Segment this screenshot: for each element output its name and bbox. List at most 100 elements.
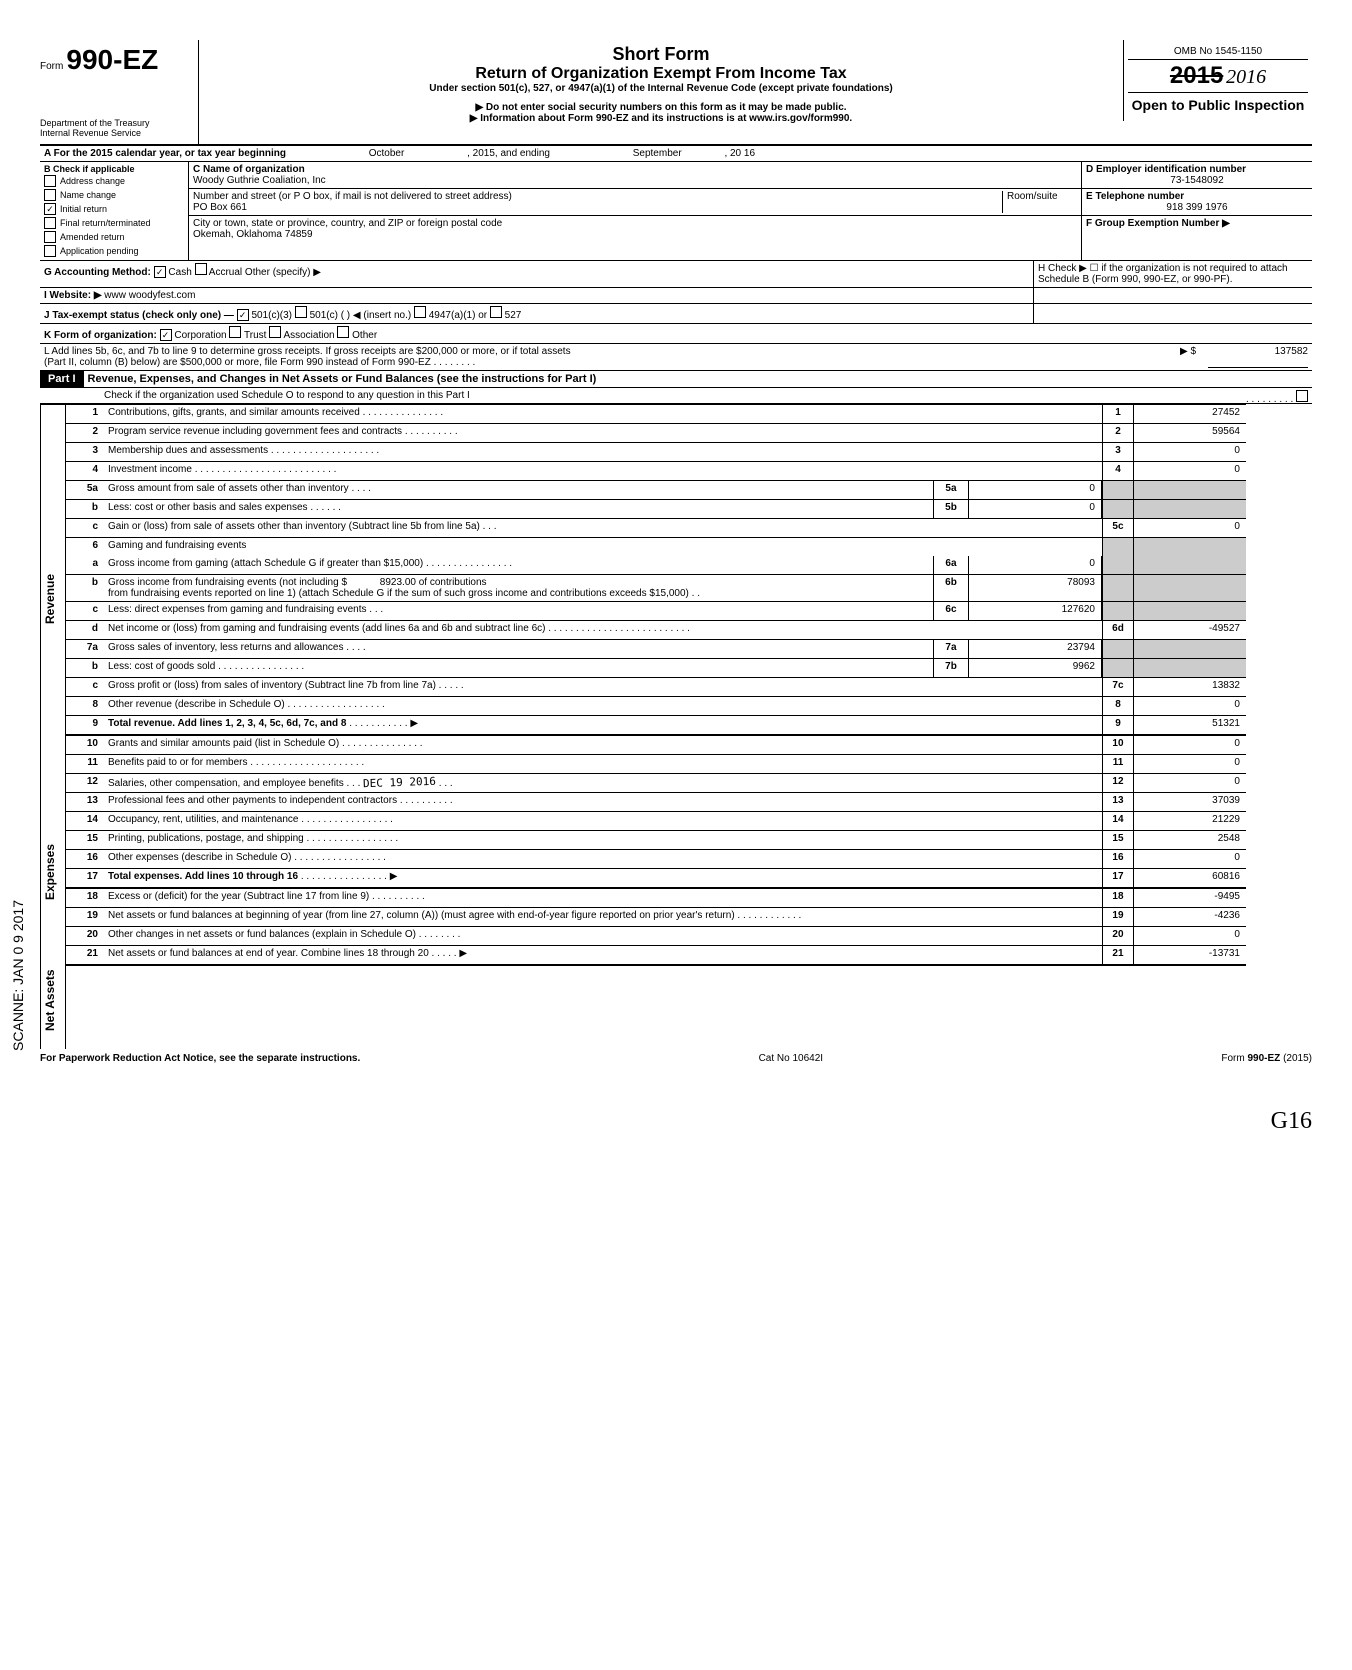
hand-g16: G16 <box>40 1108 1312 1135</box>
l-text1: L Add lines 5b, 6c, and 7b to line 9 to … <box>44 346 1168 357</box>
l17-arrow: ▶ <box>390 871 398 882</box>
l12-desc: Salaries, other compensation, and employ… <box>108 778 344 789</box>
tax-year: 2015 2016 <box>1128 60 1308 93</box>
chk-initial[interactable]: ✓Initial return <box>44 202 184 216</box>
chk-501c3[interactable]: ✓ <box>237 309 249 321</box>
line-9: 9 Total revenue. Add lines 1, 2, 3, 4, 5… <box>66 716 1246 736</box>
chk-527[interactable] <box>490 306 502 318</box>
col-c: C Name of organization Woody Guthrie Coa… <box>189 162 1082 260</box>
title-under: Under section 501(c), 527, or 4947(a)(1)… <box>207 83 1115 94</box>
l5a-num: 5a <box>66 481 104 499</box>
l7b-mid: 7b <box>933 659 969 677</box>
l8-num: 8 <box>66 697 104 715</box>
l18-num: 18 <box>66 889 104 907</box>
l7a-shade1 <box>1102 640 1134 658</box>
l6c-num: c <box>66 602 104 620</box>
row-j: J Tax-exempt status (check only one) — ✓… <box>40 304 1312 324</box>
l18-val: -9495 <box>1134 889 1246 907</box>
l1-num: 1 <box>66 405 104 423</box>
l16-val: 0 <box>1134 850 1246 868</box>
chk-4947[interactable] <box>414 306 426 318</box>
l6c-midval: 127620 <box>969 602 1102 620</box>
j-opt4: 527 <box>505 310 522 321</box>
line-1: 1 Contributions, gifts, grants, and simi… <box>66 405 1246 424</box>
l6d-num: d <box>66 621 104 639</box>
l6d-desc: Net income or (loss) from gaming and fun… <box>108 623 545 634</box>
row-a-label: A For the 2015 calendar year, or tax yea… <box>44 148 286 159</box>
g-label: G Accounting Method: <box>44 267 151 278</box>
org-name: Woody Guthrie Coaliation, Inc <box>193 175 326 186</box>
l21-desc: Net assets or fund balances at end of ye… <box>108 948 429 959</box>
line-4: 4 Investment income . . . . . . . . . . … <box>66 462 1246 481</box>
line-12: 12 Salaries, other compensation, and emp… <box>66 774 1246 793</box>
l6-shade1 <box>1102 538 1134 556</box>
c-name-label: C Name of organization Woody Guthrie Coa… <box>189 162 1081 189</box>
line-16: 16 Other expenses (describe in Schedule … <box>66 850 1246 869</box>
l6a-desc: Gross income from gaming (attach Schedul… <box>108 558 423 569</box>
l6b-desc2: from fundraising events reported on line… <box>108 588 689 599</box>
k-assoc: Association <box>283 330 334 341</box>
b-label: B Check if applicable <box>44 164 184 174</box>
main-table: Revenue Expenses Net Assets 1 Contributi… <box>40 404 1246 1049</box>
row-i: I Website: ▶ www woodyfest.com <box>40 288 1312 304</box>
chk-schedule-o[interactable] <box>1296 390 1308 402</box>
chk-pending[interactable]: Application pending <box>44 244 184 258</box>
l6b-num: b <box>66 575 104 601</box>
chk-amended[interactable]: Amended return <box>44 230 184 244</box>
chk-name[interactable]: Name change <box>44 188 184 202</box>
g-accrual: Accrual <box>209 267 242 278</box>
chk-assoc[interactable] <box>269 326 281 338</box>
chk-address[interactable]: Address change <box>44 174 184 188</box>
row-a-tax-year: A For the 2015 calendar year, or tax yea… <box>40 146 1312 162</box>
l6-num: 6 <box>66 538 104 556</box>
l20-num: 20 <box>66 927 104 945</box>
l15-desc: Printing, publications, postage, and shi… <box>108 833 304 844</box>
chk-final[interactable]: Final return/terminated <box>44 216 184 230</box>
l6-shade2 <box>1134 538 1246 556</box>
l7b-shade1 <box>1102 659 1134 677</box>
chk-corp[interactable]: ✓ <box>160 329 172 341</box>
phone-value: 918 399 1976 <box>1086 202 1308 213</box>
form-header: Form 990-EZ Department of the Treasury I… <box>40 40 1312 146</box>
row-g: G Accounting Method: ✓ Cash Accrual Othe… <box>40 261 1033 287</box>
l12-endnum: 12 <box>1102 774 1134 792</box>
page-footer: For Paperwork Reduction Act Notice, see … <box>40 1049 1312 1068</box>
k-label: K Form of organization: <box>44 330 157 341</box>
l7c-endnum: 7c <box>1102 678 1134 696</box>
l9-val: 51321 <box>1134 716 1246 734</box>
l2-val: 59564 <box>1134 424 1246 442</box>
label-netassets: Net Assets <box>40 951 65 1049</box>
chk-501c[interactable] <box>295 306 307 318</box>
l3-val: 0 <box>1134 443 1246 461</box>
room-label: Room/suite <box>1003 191 1077 213</box>
l5c-val: 0 <box>1134 519 1246 537</box>
row-l: L Add lines 5b, 6c, and 7b to line 9 to … <box>40 344 1312 371</box>
k-corp: Corporation <box>174 330 226 341</box>
l5b-midval: 0 <box>969 500 1102 518</box>
row-h-cont <box>1033 288 1312 303</box>
l17-desc: Total expenses. Add lines 10 through 16 <box>108 871 298 882</box>
chk-trust[interactable] <box>229 326 241 338</box>
chk-name-label: Name change <box>60 190 116 200</box>
l20-desc: Other changes in net assets or fund bala… <box>108 929 416 940</box>
chk-initial-label: Initial return <box>60 204 107 214</box>
l2-desc: Program service revenue including govern… <box>108 426 402 437</box>
l13-num: 13 <box>66 793 104 811</box>
e-phone-label: E Telephone number <box>1086 191 1184 202</box>
l5b-num: b <box>66 500 104 518</box>
line-6d: d Net income or (loss) from gaming and f… <box>66 621 1246 640</box>
line-10: 10 Grants and similar amounts paid (list… <box>66 736 1246 755</box>
website-value: www woodyfest.com <box>104 290 195 301</box>
line-21: 21 Net assets or fund balances at end of… <box>66 946 1246 966</box>
l11-num: 11 <box>66 755 104 773</box>
l8-endnum: 8 <box>1102 697 1134 715</box>
l13-desc: Professional fees and other payments to … <box>108 795 397 806</box>
chk-other[interactable] <box>337 326 349 338</box>
c-street-row: Number and street (or P O box, if mail i… <box>189 189 1081 216</box>
l6a-midval: 0 <box>969 556 1102 574</box>
l10-desc: Grants and similar amounts paid (list in… <box>108 738 339 749</box>
chk-cash[interactable]: ✓ <box>154 266 166 278</box>
label-expenses: Expenses <box>40 793 65 951</box>
chk-accrual[interactable] <box>195 263 207 275</box>
l5a-shade2 <box>1134 481 1246 499</box>
